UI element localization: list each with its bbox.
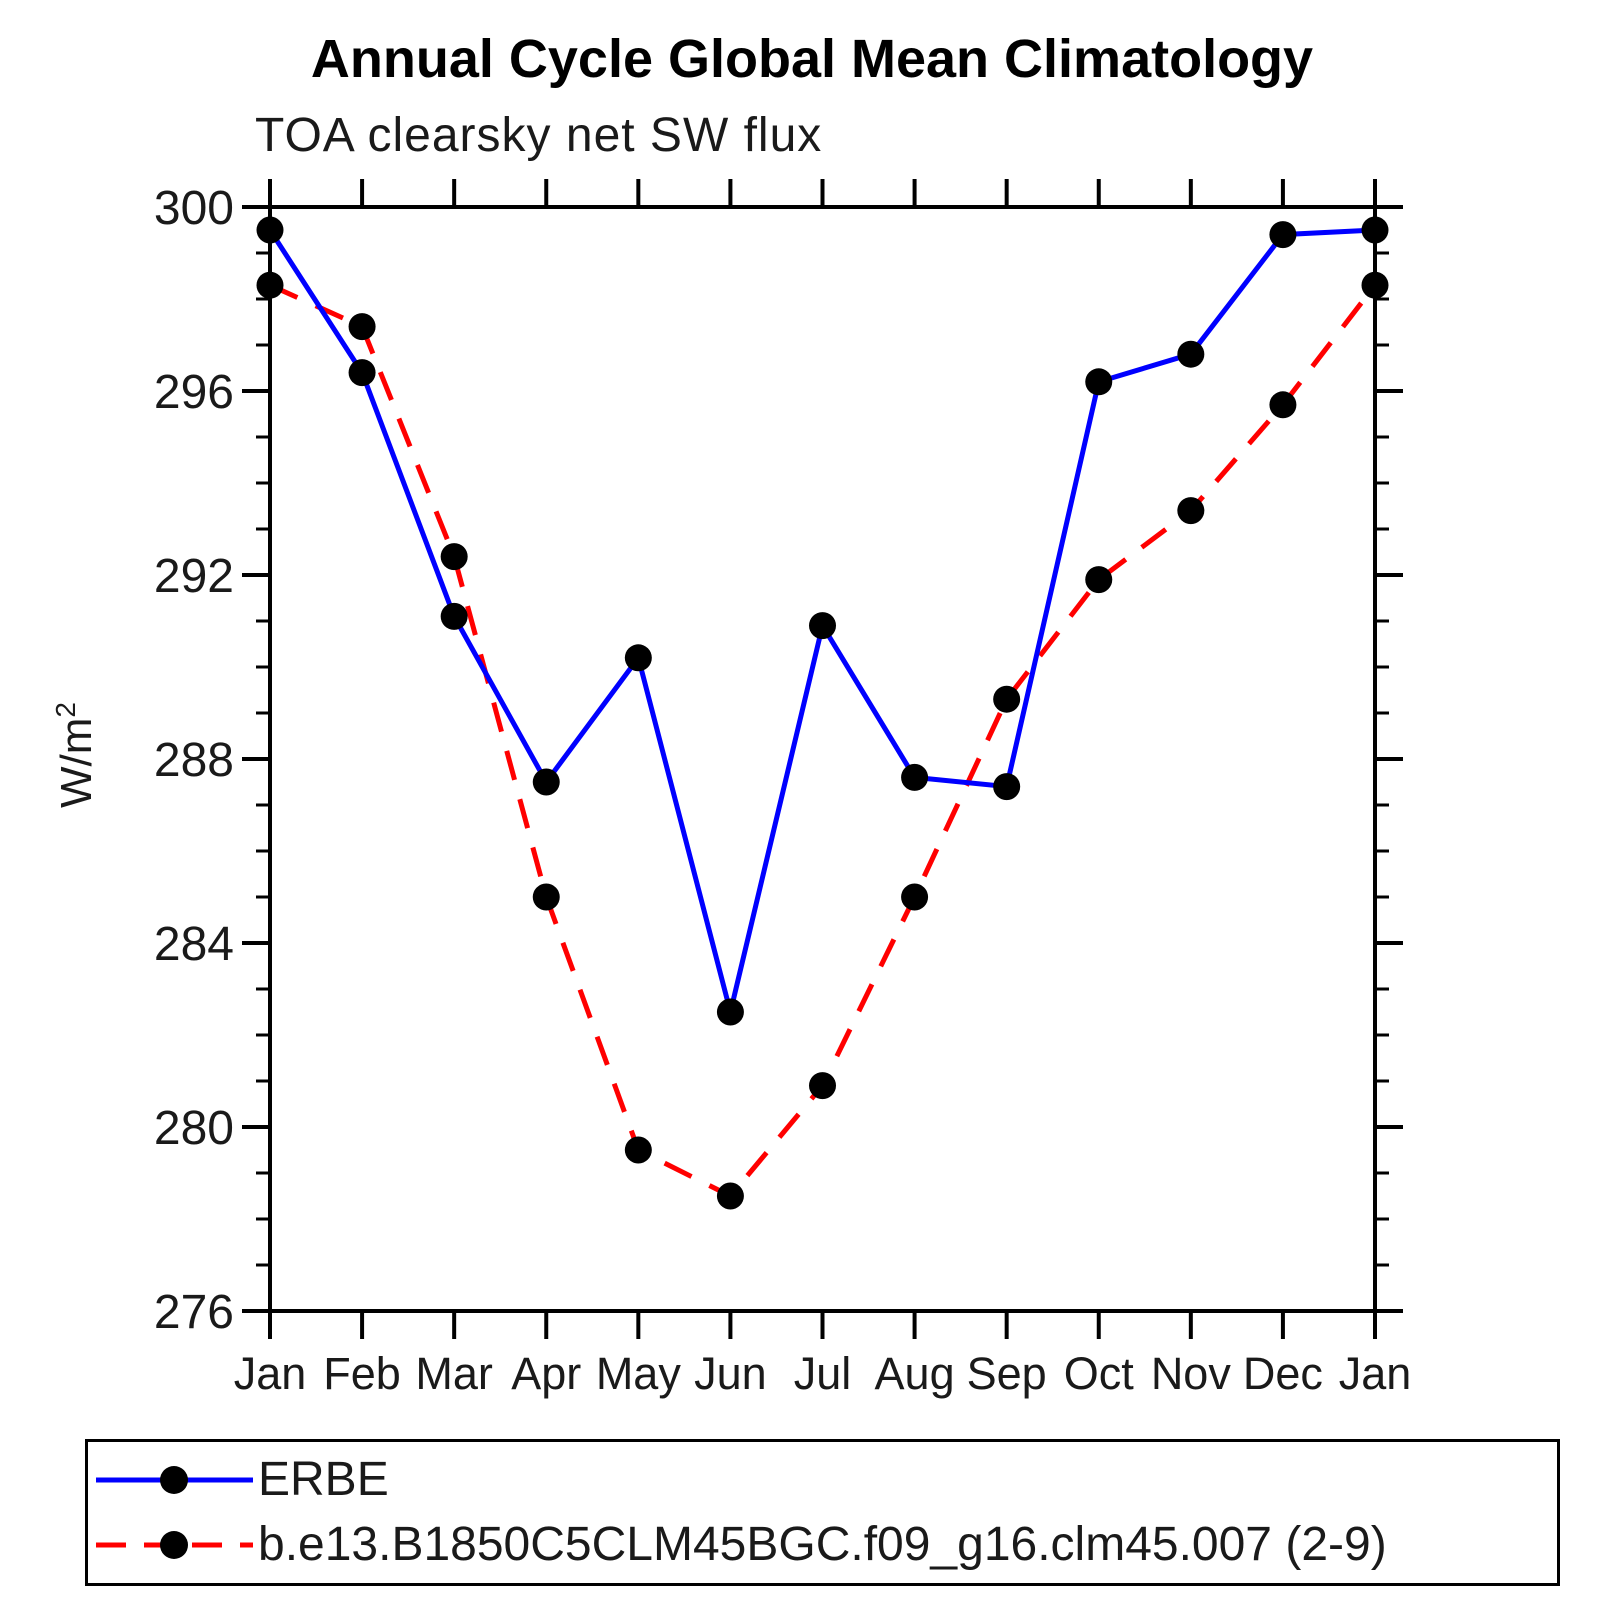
x-tick-label: Feb — [323, 1348, 401, 1399]
y-tick-label: 292 — [154, 550, 234, 603]
x-tick-label: Jul — [794, 1348, 852, 1399]
data-point-marker — [1269, 391, 1297, 419]
data-point-marker — [809, 1072, 836, 1100]
x-tick-label: Apr — [511, 1348, 581, 1399]
x-tick-label: Jan — [234, 1348, 307, 1399]
x-tick-label: May — [596, 1348, 682, 1399]
data-point-marker — [716, 1182, 744, 1210]
legend-label-model: b.e13.B1850C5CLM45BGC.f09_g16.clm45.007 … — [258, 1518, 1387, 1571]
data-point-marker — [256, 216, 284, 244]
y-tick-label: 296 — [154, 366, 234, 419]
series-line-model — [268, 282, 1377, 1200]
chart-title: Annual Cycle Global Mean Climatology — [310, 29, 1314, 89]
legend-marker — [160, 1466, 188, 1494]
data-point-marker — [1085, 368, 1113, 396]
data-point-marker — [1361, 216, 1389, 244]
plot-box — [268, 205, 1377, 1313]
data-point-marker — [348, 359, 376, 387]
data-point-marker — [348, 313, 376, 341]
data-point-marker — [440, 602, 468, 630]
x-tick-label: Dec — [1243, 1348, 1323, 1399]
data-point-marker — [1361, 271, 1389, 299]
data-point-marker — [532, 768, 560, 796]
data-point-marker — [624, 644, 652, 672]
data-point-marker — [624, 1136, 652, 1164]
data-point-marker — [901, 883, 929, 911]
data-point-marker — [440, 543, 468, 571]
data-point-marker — [1085, 566, 1113, 594]
legend-box: ERBE b.e13.B1850C5CLM45BGC.f09_g16.clm45… — [85, 1439, 1560, 1586]
y-tick-label: 300 — [154, 182, 234, 235]
chart-subtitle: TOA clearsky net SW flux — [255, 109, 823, 162]
legend-label-erbe: ERBE — [258, 1453, 389, 1506]
x-tick-label: Sep — [967, 1348, 1047, 1399]
y-tick-label: 284 — [154, 918, 234, 971]
data-point-marker — [901, 763, 929, 791]
data-point-marker — [993, 685, 1021, 713]
y-tick-label: 276 — [154, 1286, 234, 1339]
legend-marker — [160, 1531, 188, 1559]
legend-samples — [96, 1466, 253, 1559]
x-tick-label: Jun — [694, 1348, 767, 1399]
data-point-marker — [1269, 221, 1297, 249]
x-tick-label: Aug — [875, 1348, 955, 1399]
data-point-marker — [1177, 497, 1205, 525]
data-point-marker — [716, 998, 744, 1026]
y-tick-label: 288 — [154, 734, 234, 787]
data-point-marker — [256, 271, 284, 299]
data-point-marker — [993, 773, 1021, 801]
y-tick-label: 280 — [154, 1102, 234, 1155]
data-point-marker — [532, 883, 560, 911]
x-tick-label: Jan — [1339, 1348, 1412, 1399]
data-point-marker — [809, 612, 836, 640]
data-point-marker — [1177, 340, 1205, 368]
x-tick-label: Oct — [1064, 1348, 1135, 1399]
x-tick-label: Nov — [1151, 1348, 1232, 1399]
x-tick-label: Mar — [415, 1348, 493, 1399]
